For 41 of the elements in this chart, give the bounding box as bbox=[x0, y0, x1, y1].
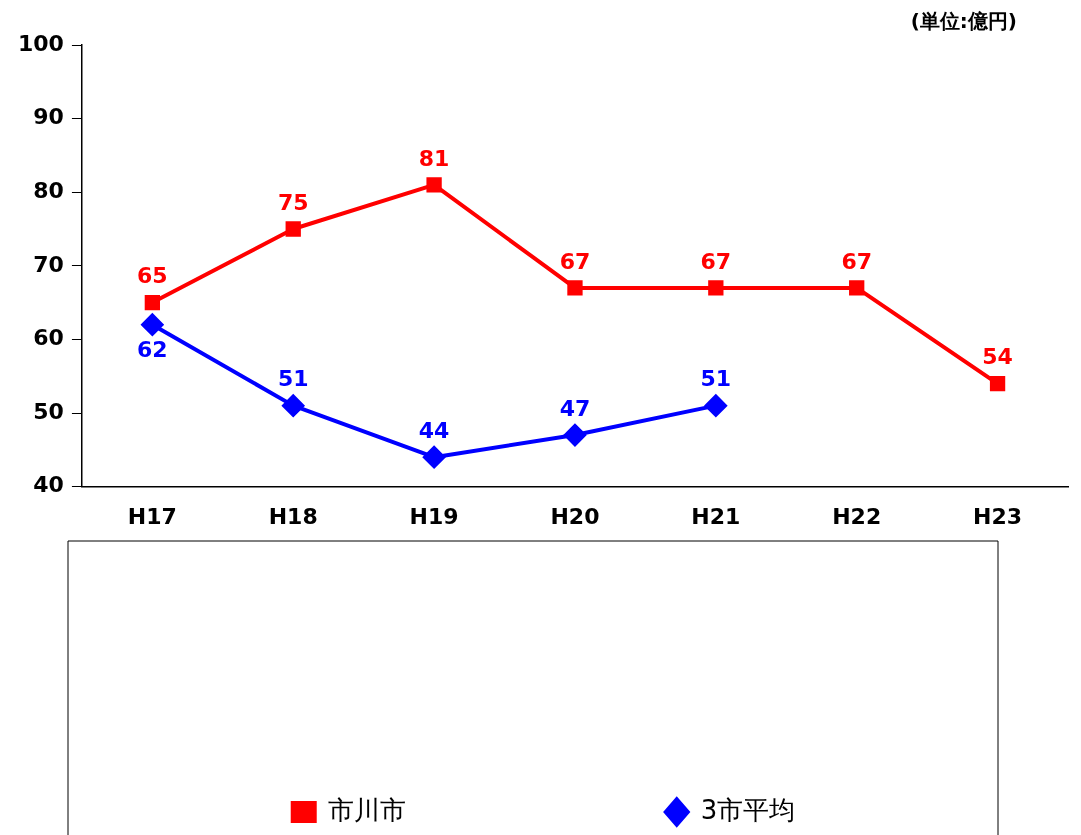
point bbox=[567, 280, 583, 296]
x-tick-label: H23 bbox=[973, 503, 1023, 529]
y-tick-label: 90 bbox=[33, 104, 64, 130]
point bbox=[141, 313, 164, 336]
data-label: 44 bbox=[418, 417, 450, 443]
point bbox=[704, 394, 727, 417]
point bbox=[282, 394, 305, 417]
point bbox=[426, 177, 442, 193]
data-label: 65 bbox=[137, 263, 168, 289]
x-tick-label: H18 bbox=[268, 503, 318, 529]
data-label: 67 bbox=[700, 248, 732, 274]
point bbox=[144, 294, 161, 311]
data-label: 54 bbox=[982, 344, 1013, 370]
data-label: 51 bbox=[700, 366, 732, 392]
point bbox=[423, 446, 446, 469]
y-tick-label: 40 bbox=[33, 472, 64, 498]
legend-label: 市川市 bbox=[327, 794, 406, 825]
point bbox=[989, 375, 1006, 392]
point bbox=[285, 221, 301, 237]
data-label: 67 bbox=[559, 248, 591, 274]
x-tick-label: H20 bbox=[550, 503, 600, 529]
x-tick-label: H17 bbox=[127, 503, 177, 529]
data-label: 81 bbox=[418, 145, 450, 171]
data-label: 51 bbox=[277, 366, 309, 392]
y-tick-label: 70 bbox=[33, 251, 64, 277]
data-label: 47 bbox=[559, 395, 591, 421]
text: (単位:億円) bbox=[910, 8, 1017, 35]
point bbox=[708, 280, 724, 296]
y-tick-label: 60 bbox=[33, 325, 64, 351]
y-tick-label: 50 bbox=[33, 398, 64, 424]
point bbox=[849, 280, 865, 296]
y-tick-label: 100 bbox=[17, 30, 64, 56]
x-tick-label: H19 bbox=[409, 503, 459, 529]
data-label: 75 bbox=[277, 189, 309, 215]
data-label: 62 bbox=[137, 337, 168, 363]
data-label: 67 bbox=[841, 248, 873, 274]
x-tick-label: H21 bbox=[691, 503, 741, 529]
point bbox=[563, 424, 586, 447]
x-tick-label: H22 bbox=[832, 503, 882, 529]
y-tick-label: 80 bbox=[33, 177, 64, 203]
legend-label: 3市平均 bbox=[700, 794, 796, 825]
